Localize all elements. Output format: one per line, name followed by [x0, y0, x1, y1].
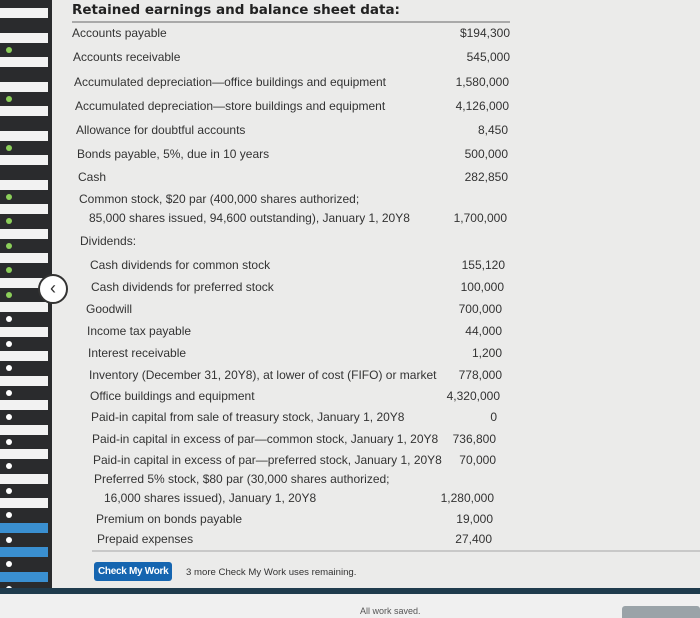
row-label: Office buildings and equipment: [90, 389, 255, 403]
footer: [0, 594, 700, 618]
content-panel: Retained earnings and balance sheet data…: [52, 0, 700, 588]
row-label: Allowance for doubtful accounts: [76, 123, 246, 137]
row-value: 44,000: [465, 324, 502, 338]
footer-bar: [0, 588, 700, 594]
status-dot-icon: [6, 316, 12, 322]
row-label: Interest receivable: [88, 346, 187, 360]
row-label: Accounts payable: [72, 26, 167, 40]
status-dot-icon: [6, 267, 12, 273]
sidebar-item[interactable]: [0, 179, 48, 190]
row-label: Cash dividends for common stock: [90, 258, 271, 272]
status-dot-icon: [6, 291, 12, 298]
sidebar-item[interactable]: [0, 326, 48, 337]
row-value: 545,000: [466, 50, 510, 64]
row-label: Income tax payable: [87, 324, 192, 338]
row-label: Cash: [78, 170, 107, 184]
status-dot-icon: [6, 144, 12, 151]
sidebar-item[interactable]: [0, 571, 48, 582]
sidebar-item[interactable]: [0, 57, 48, 67]
sidebar-item[interactable]: [0, 277, 48, 288]
status-dot-icon: [6, 389, 12, 396]
row-value: 4,126,000: [455, 99, 509, 113]
row-value: 155,120: [461, 258, 505, 272]
sidebar-item[interactable]: [0, 253, 48, 263]
save-status: All work saved.: [360, 606, 421, 616]
row-label: Common stock, $20 par (400,000 shares au…: [79, 192, 410, 225]
check-my-work-button[interactable]: Check My Work: [94, 562, 173, 581]
row-value: 282,850: [464, 170, 508, 184]
row-label: Bonds payable, 5%, due in 10 years: [77, 147, 270, 161]
sidebar-item[interactable]: [0, 449, 48, 459]
row-value: 19,000: [456, 512, 493, 526]
row-label: Premium on bonds payable: [96, 512, 243, 526]
row-label: Paid-in capital from sale of treasury st…: [91, 410, 405, 424]
sidebar-item[interactable]: [0, 375, 48, 386]
row-label: Goodwill: [86, 302, 133, 316]
sidebar-item[interactable]: [0, 424, 48, 435]
status-dot-icon: [6, 414, 12, 420]
row-label: Accounts receivable: [73, 50, 181, 64]
status-dot-icon: [6, 218, 12, 224]
row-value: $194,300: [459, 26, 510, 40]
section-title: Retained earnings and balance sheet data…: [72, 2, 400, 18]
row-label: Dividends:: [80, 234, 137, 248]
row-value: 1,700,000: [453, 211, 507, 225]
row-label: Paid-in capital in excess of par—common …: [92, 432, 439, 446]
sidebar-item[interactable]: [0, 8, 48, 18]
sidebar-item[interactable]: [0, 400, 48, 410]
row-label: Prepaid expenses: [97, 532, 194, 546]
row-value: 27,400: [455, 532, 492, 546]
sidebar-item[interactable]: [0, 302, 48, 312]
row-value: 778,000: [458, 368, 502, 382]
sidebar-item[interactable]: [0, 522, 48, 533]
sidebar-item[interactable]: [0, 155, 48, 165]
status-dot-icon: [6, 512, 12, 518]
back-button[interactable]: ‹: [38, 274, 68, 304]
footer-button[interactable]: [622, 606, 700, 618]
row-value: 8,450: [477, 123, 508, 137]
remaining-uses-text: 3 more Check My Work uses remaining.: [186, 567, 357, 578]
status-dot-icon: [6, 463, 12, 469]
sidebar-item[interactable]: [0, 473, 48, 484]
row-value: 1,580,000: [455, 75, 509, 89]
divider: [92, 550, 700, 552]
divider: [72, 21, 510, 23]
row-value: 4,320,000: [446, 389, 500, 403]
status-dot-icon: [6, 487, 12, 494]
row-value: 100,000: [460, 280, 504, 294]
status-dot-icon: [6, 365, 12, 371]
row-label: Inventory (December 31, 20Y8), at lower …: [89, 368, 437, 382]
sidebar-item[interactable]: [0, 32, 48, 43]
sidebar-item[interactable]: [0, 106, 48, 116]
status-dot-icon: [6, 340, 12, 347]
sidebar-item[interactable]: [0, 498, 48, 508]
row-value: 0: [490, 410, 497, 424]
status-dot-icon: [6, 561, 12, 567]
status-dot-icon: [6, 46, 12, 53]
row-value: 1,200: [471, 346, 502, 360]
chevron-left-icon: ‹: [50, 278, 56, 298]
status-dot-icon: [6, 536, 12, 543]
sidebar-item[interactable]: [0, 204, 48, 214]
sidebar-item[interactable]: [0, 547, 48, 557]
row-label: Accumulated depreciation—store buildings…: [75, 99, 386, 113]
row-label: Accumulated depreciation—office building…: [74, 75, 386, 89]
status-dot-icon: [6, 438, 12, 445]
sidebar-item[interactable]: [0, 228, 48, 239]
row-value: 70,000: [459, 453, 496, 467]
row-label: Cash dividends for preferred stock: [91, 280, 274, 294]
row-label: Preferred 5% stock, $80 par (30,000 shar…: [94, 472, 390, 505]
sidebar-item[interactable]: [0, 351, 48, 361]
row-value: 500,000: [464, 147, 508, 161]
status-dot-icon: [6, 242, 12, 249]
row-value: 736,800: [452, 432, 496, 446]
row-label: Paid-in capital in excess of par—preferr…: [93, 453, 442, 467]
status-dot-icon: [6, 193, 12, 200]
row-value: 700,000: [458, 302, 502, 316]
row-value: 1,280,000: [440, 491, 494, 505]
sidebar-item[interactable]: [0, 81, 48, 92]
status-dot-icon: [6, 95, 12, 102]
sidebar-item[interactable]: [0, 130, 48, 141]
